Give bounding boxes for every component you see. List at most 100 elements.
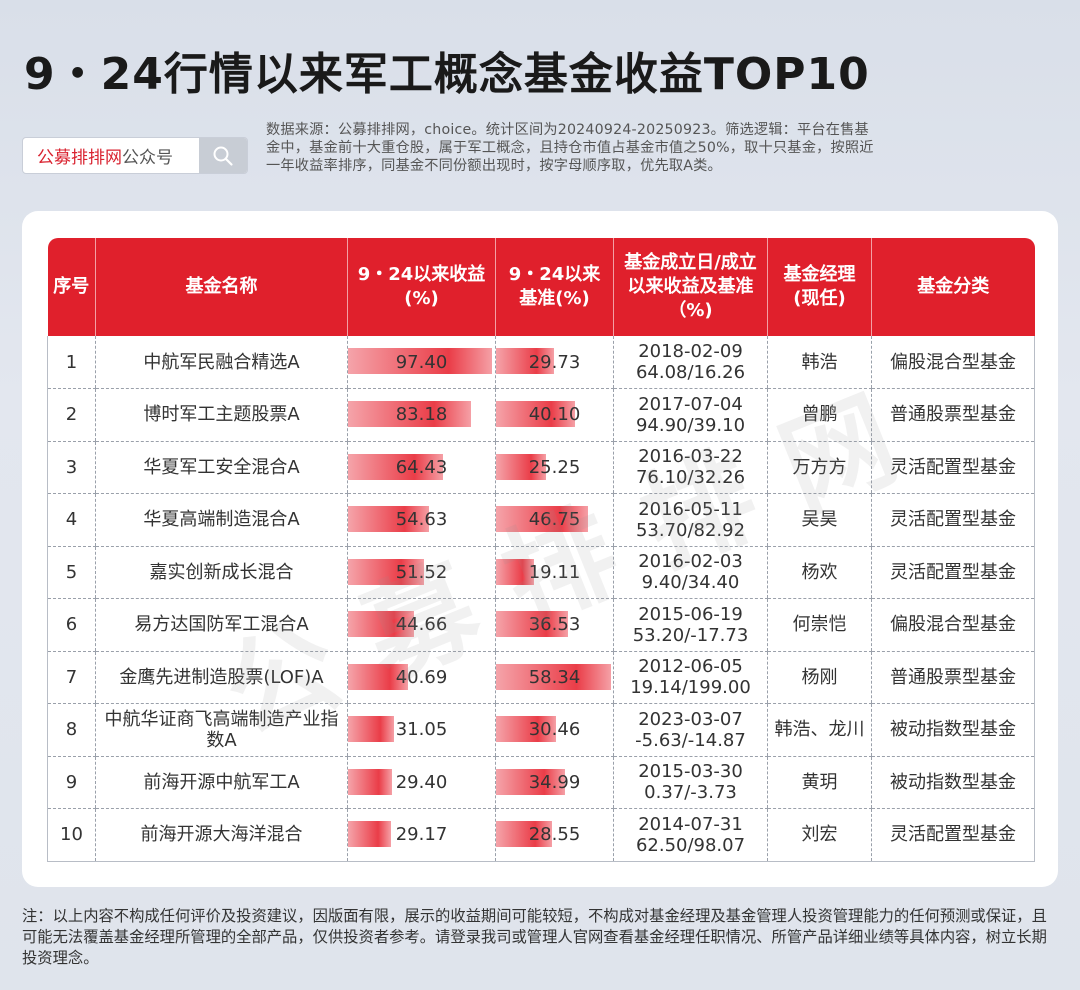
page-title: 9・24行情以来军工概念基金收益TOP10 <box>24 49 870 100</box>
return-bar <box>348 453 444 480</box>
benchmark-cell: 30.46 <box>495 703 614 757</box>
return-bar <box>348 401 472 427</box>
row-number: 7 <box>47 651 96 704</box>
benchmark-cell: 46.75 <box>495 493 614 547</box>
return-cell: 40.69 <box>347 651 496 704</box>
row-number: 3 <box>47 441 96 494</box>
search-button[interactable] <box>199 138 247 173</box>
fund-manager: 韩浩、龙川 <box>767 703 872 757</box>
inception-cell: 2016-03-22 76.10/32.26 <box>613 441 768 494</box>
fund-category: 被动指数型基金 <box>871 756 1035 809</box>
inception-cell: 2016-02-03 9.40/34.40 <box>613 546 768 599</box>
return-cell: 51.52 <box>347 546 496 599</box>
fund-manager: 曾鹏 <box>767 388 872 442</box>
fund-manager: 黄玥 <box>767 756 872 809</box>
return-bar <box>348 821 392 847</box>
fund-category: 偏股混合型基金 <box>871 336 1035 389</box>
table-row: 6 易方达国防军工混合A 44.66 36.53 2015-06-19 53.20/-17… <box>47 598 1035 652</box>
benchmark-bar <box>496 453 546 480</box>
fund-name: 华夏高端制造混合A <box>95 493 348 547</box>
since-inception-return: 53.70/82.92 <box>635 519 746 541</box>
fund-manager: 韩浩 <box>767 336 872 389</box>
benchmark-value: 19.11 <box>528 561 581 583</box>
fund-manager: 杨刚 <box>767 651 872 704</box>
return-cell: 44.66 <box>347 598 496 652</box>
return-cell: 29.17 <box>347 808 496 862</box>
inception-cell: 2018-02-09 64.08/16.26 <box>613 336 768 389</box>
header-category: 基金分类 <box>871 238 1035 336</box>
inception-date: 2015-06-19 <box>638 603 743 625</box>
return-cell: 54.63 <box>347 493 496 547</box>
fund-category: 灵活配置型基金 <box>871 441 1035 494</box>
row-number: 6 <box>47 598 96 652</box>
since-inception-return: -5.63/-14.87 <box>635 729 746 751</box>
since-inception-return: 62.50/98.07 <box>635 834 746 856</box>
table-row: 1 中航军民融合精选A 97.40 29.73 2018-02-09 64.08/16.2… <box>47 336 1035 389</box>
benchmark-value: 40.10 <box>528 404 581 426</box>
fund-name: 前海开源中航军工A <box>95 756 348 809</box>
header-no: 序号 <box>47 238 96 336</box>
benchmark-value: 28.55 <box>528 824 581 846</box>
return-cell: 64.43 <box>347 441 496 494</box>
return-bar <box>348 558 425 585</box>
inception-cell: 2012-06-05 19.14/199.00 <box>613 651 768 704</box>
fund-name: 中航华证商飞高端制造产业指数A <box>95 703 348 757</box>
inception-cell: 2016-05-11 53.70/82.92 <box>613 493 768 547</box>
row-number: 2 <box>47 388 96 442</box>
return-cell: 83.18 <box>347 388 496 442</box>
inception-date: 2018-02-09 <box>638 341 743 362</box>
since-inception-return: 76.10/32.26 <box>635 467 746 489</box>
return-cell: 29.40 <box>347 756 496 809</box>
row-number: 4 <box>47 493 96 547</box>
since-inception-return: 64.08/16.26 <box>635 362 746 383</box>
inception-date: 2017-07-04 <box>638 393 743 415</box>
return-value: 31.05 <box>395 719 448 741</box>
benchmark-cell: 19.11 <box>495 546 614 599</box>
header-return: 9・24以来收益(%) <box>347 238 496 336</box>
fund-category: 灵活配置型基金 <box>871 493 1035 547</box>
inception-date: 2023-03-07 <box>638 708 743 730</box>
table-header-row: 序号 基金名称 9・24以来收益(%) 9・24以来基准(%) 基金成立日/成立… <box>47 238 1035 336</box>
search-label: 公募排排网 公众号 <box>23 138 199 173</box>
return-value: 54.63 <box>395 509 448 531</box>
row-number: 9 <box>47 756 96 809</box>
fund-name: 嘉实创新成长混合 <box>95 546 348 599</box>
benchmark-bar <box>496 663 611 690</box>
return-bar <box>348 506 429 532</box>
benchmark-bar <box>496 506 588 532</box>
return-bar <box>348 348 493 374</box>
search-box[interactable]: 公募排排网 公众号 <box>22 137 248 174</box>
return-bar <box>348 663 409 690</box>
return-value: 29.40 <box>395 771 448 793</box>
fund-name: 华夏军工安全混合A <box>95 441 348 494</box>
fund-name: 博时军工主题股票A <box>95 388 348 442</box>
row-number: 8 <box>47 703 96 757</box>
fund-table: 序号 基金名称 9・24以来收益(%) 9・24以来基准(%) 基金成立日/成立… <box>47 238 1035 862</box>
fund-manager: 何崇恺 <box>767 598 872 652</box>
return-cell: 31.05 <box>347 703 496 757</box>
inception-date: 2014-07-31 <box>638 813 743 835</box>
row-number: 10 <box>47 808 96 862</box>
row-number: 1 <box>47 336 96 389</box>
benchmark-bar <box>496 558 534 585</box>
row-number: 5 <box>47 546 96 599</box>
benchmark-value: 46.75 <box>528 509 581 531</box>
table-row: 7 金鹰先进制造股票(LOF)A 40.69 58.34 2012-06-05 19.14… <box>47 651 1035 704</box>
header-inception: 基金成立日/成立以来收益及基准（%) <box>613 238 768 336</box>
return-value: 83.18 <box>395 404 448 426</box>
inception-date: 2016-02-03 <box>638 551 743 573</box>
benchmark-cell: 36.53 <box>495 598 614 652</box>
source-note: 数据来源：公募排排网，choice。统计区间为20240924-20250923… <box>266 122 874 174</box>
table-row: 4 华夏高端制造混合A 54.63 46.75 2016-05-11 53.70/82.9… <box>47 493 1035 547</box>
search-icon <box>213 146 233 166</box>
benchmark-value: 25.25 <box>528 456 581 478</box>
since-inception-return: 9.40/34.40 <box>641 572 740 594</box>
benchmark-bar <box>496 716 556 742</box>
fund-name: 易方达国防军工混合A <box>95 598 348 652</box>
inception-cell: 2015-03-30 0.37/-3.73 <box>613 756 768 809</box>
benchmark-value: 34.99 <box>528 771 581 793</box>
fund-name: 中航军民融合精选A <box>95 336 348 389</box>
fund-category: 偏股混合型基金 <box>871 598 1035 652</box>
inception-cell: 2015-06-19 53.20/-17.73 <box>613 598 768 652</box>
benchmark-cell: 40.10 <box>495 388 614 442</box>
